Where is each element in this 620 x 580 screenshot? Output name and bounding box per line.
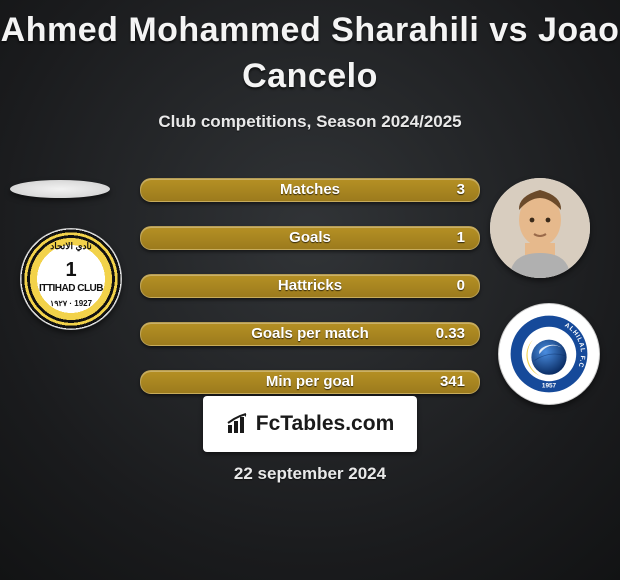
stats: Matches 3 Goals 1 Hattricks 0 Goals per … (140, 178, 480, 418)
hilal-badge-icon: ALHILAL F.C 1957 (509, 314, 589, 394)
stat-bar-gpm: Goals per match 0.33 (140, 322, 480, 346)
fctables-text: FcTables.com (256, 412, 395, 436)
stat-value: 0 (457, 275, 465, 297)
stat-value: 0.33 (436, 323, 465, 345)
stat-value: 3 (457, 179, 465, 201)
stat-value: 1 (457, 227, 465, 249)
stat-bar-mpg: Min per goal 341 (140, 370, 480, 394)
date: 22 september 2024 (0, 464, 620, 484)
stage: Ahmed Mohammed Sharahili vs Joao Cancelo… (0, 0, 620, 580)
stat-label: Min per goal (141, 371, 479, 393)
stat-label: Goals (141, 227, 479, 249)
stat-bar-matches: Matches 3 (140, 178, 480, 202)
fctables-badge: FcTables.com (203, 396, 417, 452)
player2-avatar (490, 178, 590, 278)
player2-photo-icon (490, 178, 590, 278)
stat-value: 341 (440, 371, 465, 393)
ittihad-number: 1 (21, 259, 121, 282)
hilal-year: 1957 (542, 383, 557, 390)
page-title: Ahmed Mohammed Sharahili vs Joao Cancelo (0, 0, 620, 100)
stat-bar-hattricks: Hattricks 0 (140, 274, 480, 298)
player1-club-badge: نادي الاتحاد 1 ITTIHAD CLUB ١٩٢٧ · 1927 (20, 228, 122, 330)
ittihad-english: ITTIHAD CLUB (21, 283, 121, 294)
player2-club-badge: ALHILAL F.C 1957 (498, 303, 600, 405)
stat-label: Hattricks (141, 275, 479, 297)
subtitle: Club competitions, Season 2024/2025 (0, 112, 620, 132)
stat-label: Matches (141, 179, 479, 201)
ittihad-year: ١٩٢٧ · 1927 (21, 299, 121, 308)
player1-avatar (10, 180, 110, 198)
chart-icon (226, 413, 252, 435)
stat-bar-goals: Goals 1 (140, 226, 480, 250)
stat-label: Goals per match (141, 323, 479, 345)
ittihad-arabic: نادي الاتحاد (21, 241, 121, 252)
